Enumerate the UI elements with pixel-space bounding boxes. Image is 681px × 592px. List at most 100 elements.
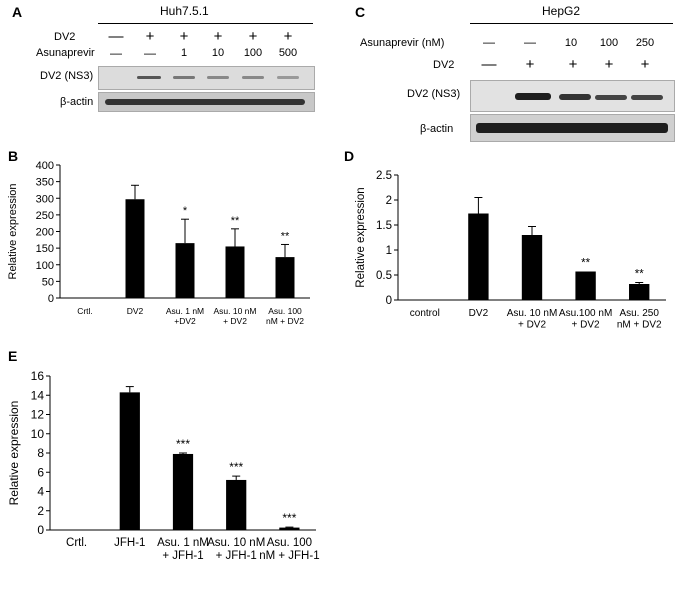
x-category-label-line: Asu. 10 nM	[207, 537, 265, 549]
x-category-label: control	[410, 308, 440, 319]
y-tick-label: 0	[386, 295, 392, 307]
dv2-treatment-a-5: +	[248, 28, 258, 45]
x-category-label-line: Asu. 250	[619, 308, 659, 319]
x-category-label-line: +DV2	[174, 316, 196, 326]
x-category-label-line: + JFH-1	[162, 550, 203, 562]
y-tick-label: 4	[37, 485, 44, 499]
x-category-label: Asu. 1 nM + JFH-1	[157, 537, 209, 562]
cell-line-underline-c	[470, 23, 673, 24]
asu-dose-a-1: —	[110, 46, 122, 60]
y-tick-label: 2.5	[376, 170, 392, 182]
panel-letter-a: A	[12, 4, 23, 20]
y-tick-label: 350	[36, 177, 54, 189]
x-category-label-line: Asu. 100	[267, 537, 312, 549]
x-category-label: Asu. 10 nM + DV2	[507, 308, 558, 331]
y-tick-label: 8	[37, 446, 44, 460]
y-tick-label: 1	[386, 245, 392, 257]
actin-blot-strip-c	[470, 114, 675, 142]
row-label-dv2-a: DV2	[54, 31, 76, 43]
x-category-label-line: nM + DV2	[617, 320, 662, 331]
x-category-label-line: Asu. 100	[268, 306, 302, 316]
x-category-label-line: DV2	[127, 306, 144, 316]
x-category-label: DV2	[127, 306, 144, 316]
x-category-label-line: + JFH-1	[216, 550, 257, 562]
x-category-label-line: Asu. 10 nM	[507, 308, 558, 319]
significance-marker: ***	[282, 511, 296, 525]
y-tick-label: 0	[37, 523, 44, 537]
x-category-label: Crtl.	[66, 537, 87, 549]
y-tick-label: 300	[36, 193, 54, 205]
ns3-band	[242, 76, 264, 79]
cell-line-label-a: Huh7.5.1	[160, 4, 209, 18]
y-tick-label: 10	[31, 427, 45, 441]
asu-dose-a-3: 1	[180, 47, 188, 59]
x-category-label-line: Asu. 1 nM	[157, 537, 209, 549]
panel-letter-c: C	[355, 4, 366, 20]
dv2-treatment-c-1: —	[481, 56, 497, 73]
actin-band	[105, 99, 305, 105]
y-tick-label: 1.5	[376, 220, 392, 232]
panel-letter-d: D	[344, 148, 355, 164]
x-category-label: Asu. 250 nM + DV2	[617, 308, 662, 331]
x-category-label: Asu. 10 nM + JFH-1	[207, 537, 265, 562]
bar	[225, 246, 245, 298]
bar	[629, 284, 650, 300]
asu-dose-c-5: 250	[635, 37, 655, 49]
x-category-label-line: Asu. 1 nM	[166, 306, 204, 316]
significance-marker: **	[635, 269, 644, 281]
x-category-label: JFH-1	[114, 537, 145, 549]
dv2-treatment-c-4: +	[604, 56, 614, 73]
bar	[172, 453, 194, 530]
x-category-label: Asu. 1 nM +DV2	[166, 306, 204, 326]
x-category-label-line: Crtl.	[77, 306, 93, 316]
x-category-label: Asu. 10 nM + DV2	[214, 306, 257, 326]
bar	[175, 243, 195, 298]
dv2-treatment-c-5: +	[640, 56, 650, 73]
bar	[521, 235, 543, 300]
dv2-treatment-a-6: +	[283, 28, 293, 45]
row-label-dv2-c: DV2	[433, 59, 455, 71]
x-category-label-line: + DV2	[572, 320, 601, 331]
significance-marker: **	[281, 230, 290, 242]
y-tick-label: 16	[31, 369, 45, 383]
x-category-label: Asu. 100 nM + DV2	[266, 306, 304, 326]
ns3-band	[559, 94, 591, 100]
y-tick-label: 250	[36, 210, 54, 222]
y-tick-label: 12	[31, 408, 45, 422]
x-category-label: Asu.100 nM + DV2	[559, 308, 612, 331]
y-tick-label: 200	[36, 227, 54, 239]
significance-marker: **	[231, 215, 240, 227]
blot-label-actin-c: β-actin	[420, 123, 454, 135]
y-tick-label: 2	[386, 195, 392, 207]
actin-blot-strip-a	[98, 92, 315, 112]
y-axis-label: Relative expression	[7, 184, 19, 280]
x-category-label-line: DV2	[469, 308, 489, 319]
x-category-label-line: control	[410, 308, 440, 319]
dv2-treatment-a-3: +	[179, 28, 189, 45]
dv2-treatment-a-4: +	[213, 28, 223, 45]
x-category-label: Crtl.	[77, 306, 93, 316]
y-tick-label: 400	[36, 160, 54, 172]
cell-line-label-c: HepG2	[542, 4, 581, 18]
x-category-label: DV2	[469, 308, 489, 319]
ns3-blot-strip-c	[470, 80, 675, 112]
ns3-band	[137, 76, 161, 79]
asu-dose-c-3: 10	[564, 37, 578, 49]
bar	[125, 199, 145, 298]
bar	[275, 257, 295, 298]
y-tick-label: 6	[37, 465, 44, 479]
row-label-asunaprevir-c: Asunaprevir (nM)	[360, 37, 445, 49]
panel-letter-e: E	[8, 348, 18, 364]
ns3-band	[173, 76, 195, 79]
dv2-treatment-a-1: —	[108, 28, 124, 45]
bar	[575, 271, 596, 300]
x-category-label-line: Asu. 10 nM	[214, 306, 257, 316]
x-category-label-line: nM + DV2	[266, 316, 304, 326]
y-axis-label: Relative expression	[355, 187, 367, 287]
y-tick-label: 100	[36, 260, 54, 272]
x-category-label-line: Crtl.	[66, 537, 87, 549]
y-axis-label: Relative expression	[7, 401, 21, 506]
asu-dose-a-6: 500	[278, 47, 298, 59]
